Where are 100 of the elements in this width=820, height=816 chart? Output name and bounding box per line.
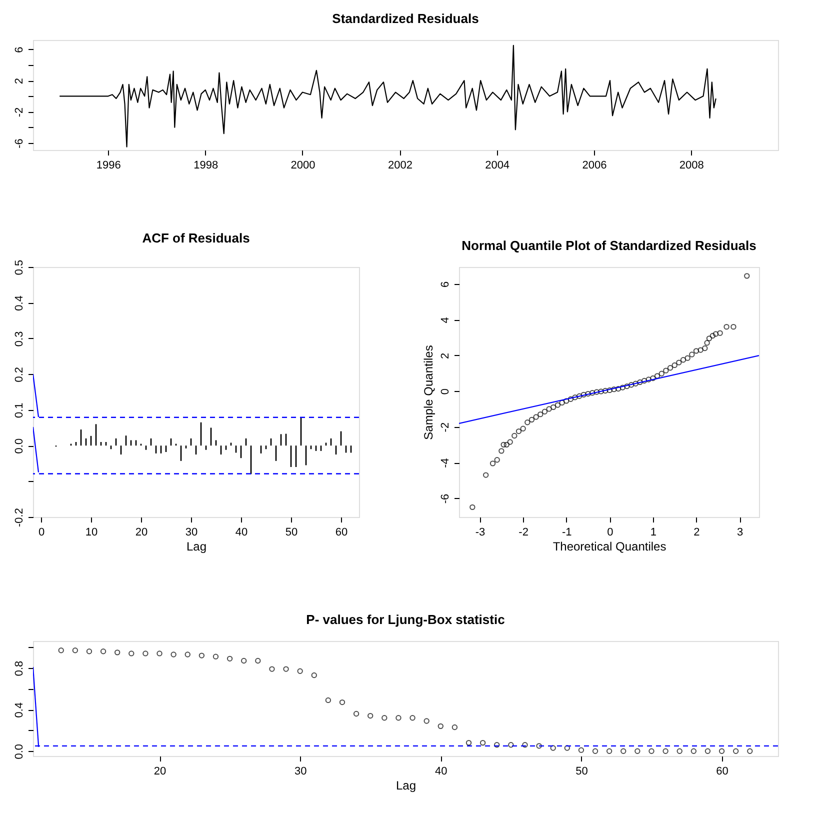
- point: [142, 650, 148, 656]
- point: [396, 715, 402, 721]
- x-tick-label: 2002: [388, 160, 412, 172]
- x-tick-label: 40: [435, 766, 448, 778]
- point: [676, 748, 682, 754]
- point: [690, 748, 697, 754]
- point: [170, 652, 176, 658]
- chart-title: ACF of Residuals: [142, 230, 250, 246]
- point: [494, 742, 500, 748]
- x-tick-label: 20: [135, 526, 148, 538]
- y-tick-label: 0.4: [14, 702, 26, 718]
- point: [452, 724, 458, 730]
- x-tick-label: 40: [235, 526, 248, 538]
- y-tick-label: -2: [440, 422, 452, 432]
- point: [156, 650, 162, 656]
- y-tick-label: -6: [440, 494, 452, 504]
- x-tick-label: -3: [475, 526, 486, 538]
- point: [536, 743, 542, 749]
- point: [508, 742, 514, 748]
- point: [438, 723, 444, 730]
- point: [704, 748, 711, 754]
- point: [283, 666, 289, 672]
- point: [184, 652, 190, 658]
- point: [128, 650, 134, 656]
- chart-title: P- values for Ljung-Box statistic: [306, 612, 505, 627]
- x-tick-label: 3: [736, 526, 744, 538]
- y-tick-label: 0.0: [14, 438, 26, 454]
- x-axis-title: Theoretical Quantiles: [552, 540, 666, 554]
- line-series: [59, 44, 716, 148]
- y-tick-label: 4: [440, 317, 452, 324]
- y-tick-label: -4: [440, 458, 452, 468]
- point: [592, 748, 598, 754]
- y-tick-label: 6: [14, 46, 26, 53]
- x-tick-label: 2006: [582, 160, 607, 172]
- y-tick-label: 0.1: [14, 402, 26, 418]
- point: [620, 748, 626, 754]
- x-tick-label: 0: [38, 526, 45, 538]
- x-tick-label: 1998: [194, 160, 218, 172]
- y-tick-label: 0.3: [14, 331, 26, 347]
- point: [212, 654, 219, 660]
- x-tick-label: 30: [294, 766, 307, 778]
- point: [114, 650, 120, 656]
- y-tick-label: 0.4: [14, 296, 26, 311]
- y-tick-label: 0: [440, 388, 452, 395]
- point: [86, 648, 92, 654]
- x-tick-label: -1: [562, 526, 572, 538]
- point: [578, 747, 584, 753]
- y-tick-label: -0.2: [14, 508, 26, 527]
- point: [634, 748, 640, 754]
- point: [747, 748, 753, 754]
- point: [241, 658, 247, 664]
- x-tick-label: 30: [185, 526, 198, 538]
- y-tick-label: 0.0: [14, 744, 26, 760]
- x-tick-label: 1: [650, 526, 656, 538]
- x-tick-label: 2000: [290, 160, 316, 172]
- point: [480, 740, 486, 746]
- y-tick-label: -6: [14, 138, 26, 148]
- x-tick-label: 0: [607, 526, 614, 538]
- x-tick-label: 2008: [679, 160, 704, 172]
- y-tick-label: 2: [14, 78, 26, 84]
- y-axis-title: Sample Quantiles: [422, 345, 436, 440]
- x-tick-label: 20: [154, 766, 166, 778]
- point: [311, 672, 317, 678]
- point: [648, 748, 654, 754]
- point: [72, 648, 78, 654]
- point: [564, 745, 570, 751]
- point: [339, 699, 346, 706]
- point: [226, 656, 233, 662]
- point: [410, 715, 416, 721]
- x-axis-title: Lag: [186, 540, 207, 554]
- point: [353, 710, 360, 717]
- point: [269, 666, 275, 672]
- x-tick-label: 2004: [485, 160, 510, 172]
- point: [325, 697, 332, 704]
- x-tick-label: 10: [85, 526, 98, 538]
- point: [382, 715, 388, 721]
- chart-title: Standardized Residuals: [332, 11, 479, 26]
- point: [255, 658, 261, 664]
- point: [424, 718, 430, 724]
- x-axis-title: Lag: [396, 778, 416, 792]
- x-tick-label: 60: [335, 526, 348, 538]
- y-tick-label: 0.2: [14, 366, 26, 382]
- chart-title: Normal Quantile Plot of Standardized Residuals: [462, 238, 756, 253]
- x-tick-label: 50: [285, 526, 298, 538]
- point: [662, 748, 668, 754]
- point: [522, 742, 528, 748]
- y-tick-label: 0.5: [14, 260, 26, 276]
- x-tick-label: 60: [716, 766, 728, 778]
- y-tick-label: 6: [440, 281, 452, 288]
- y-tick-label: -2: [14, 107, 26, 118]
- point: [718, 748, 725, 754]
- y-tick-label: 0.8: [14, 660, 26, 676]
- point: [466, 740, 472, 746]
- point: [550, 745, 556, 751]
- point: [297, 668, 303, 674]
- point: [198, 652, 205, 658]
- point: [100, 648, 106, 654]
- point: [732, 748, 739, 754]
- point: [58, 648, 64, 654]
- x-tick-label: -2: [518, 526, 528, 538]
